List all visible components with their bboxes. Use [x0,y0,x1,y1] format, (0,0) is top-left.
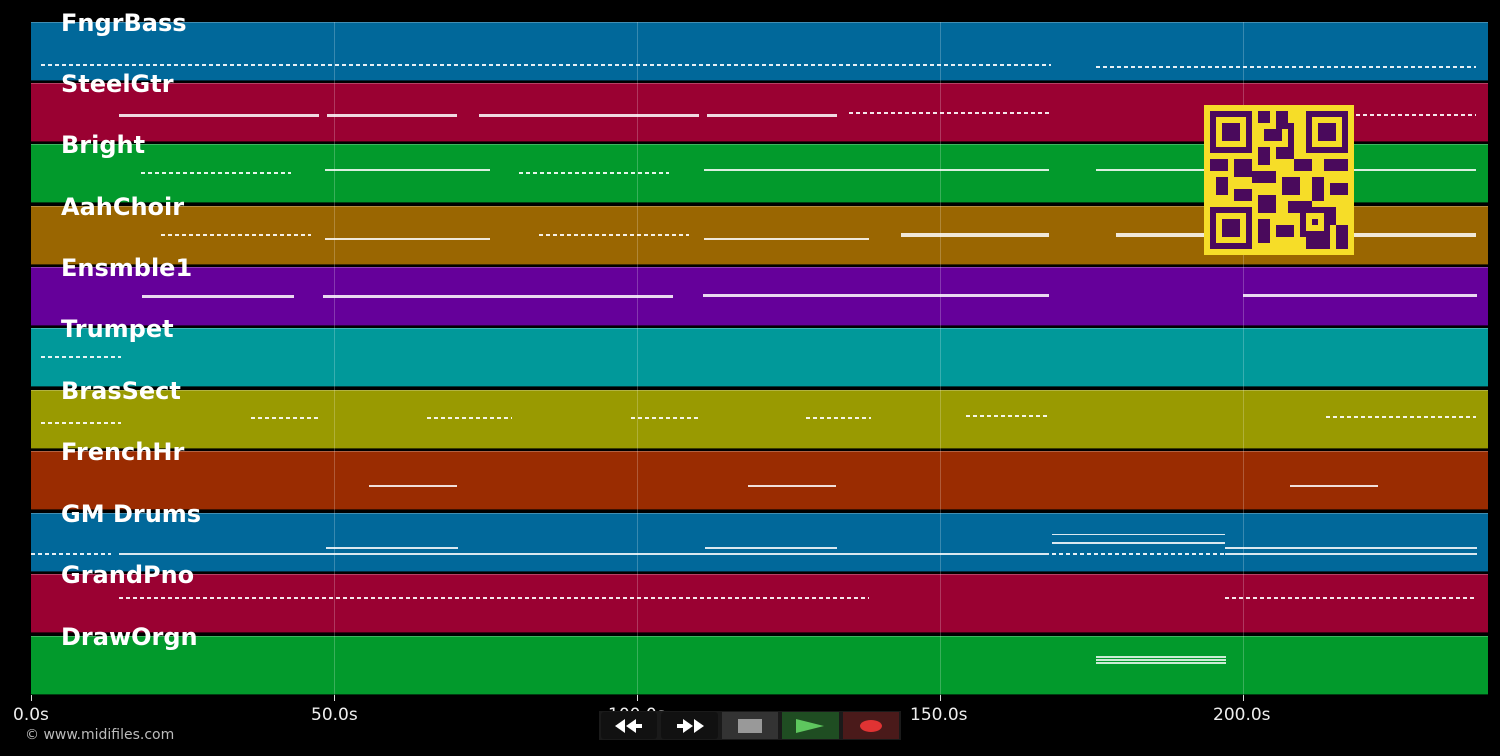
play-icon [796,718,825,733]
track-label: GrandPno [61,561,195,589]
track-draworgn[interactable]: DrawOrgn [31,623,1488,695]
track-label: AahChoir [61,193,185,221]
stop-icon [738,718,763,733]
track-label: FrenchHr [61,438,185,466]
tick [31,695,32,701]
track-label: BrasSect [61,377,181,405]
track-label: SteelGtr [61,70,174,98]
track-label: Trumpet [61,315,174,343]
record-button[interactable] [842,712,900,739]
track-label: GM Drums [61,500,202,528]
tick-label: 0.0s [13,705,49,725]
fast-forward-button[interactable] [661,712,718,739]
transport-controls [599,711,901,740]
play-button[interactable] [782,712,839,739]
gridline [1243,22,1244,695]
track-gm-drums[interactable]: GM Drums [31,500,1488,572]
rewind-button[interactable] [601,712,658,739]
tick [334,695,335,701]
tick-label: 50.0s [311,705,358,725]
track-fngrbass[interactable]: FngrBass [31,9,1488,81]
tick-label: 200.0s [1213,705,1271,725]
stop-button[interactable] [721,712,779,739]
track-brassect[interactable]: BrasSect [31,377,1488,449]
gridline [637,22,638,695]
fast-forward-icon [676,718,704,733]
gridline [940,22,941,695]
track-grandpno[interactable]: GrandPno [31,561,1488,633]
copyright-text: © www.midifiles.com [25,727,175,743]
track-label: Bright [61,131,146,159]
tick [637,695,638,701]
rewind-icon [615,718,643,733]
record-icon [859,719,882,732]
tick [940,695,941,701]
tick [1243,695,1244,701]
track-trumpet[interactable]: Trumpet [31,315,1488,387]
tick-label: 150.0s [910,705,968,725]
track-frenchhr[interactable]: FrenchHr [31,438,1488,510]
track-label: Ensmble1 [61,254,193,282]
track-ensmble1[interactable]: Ensmble1 [31,254,1488,326]
track-label: FngrBass [61,9,187,37]
gridline [334,22,335,695]
track-label: DrawOrgn [61,623,198,651]
qr-code [1204,105,1354,255]
